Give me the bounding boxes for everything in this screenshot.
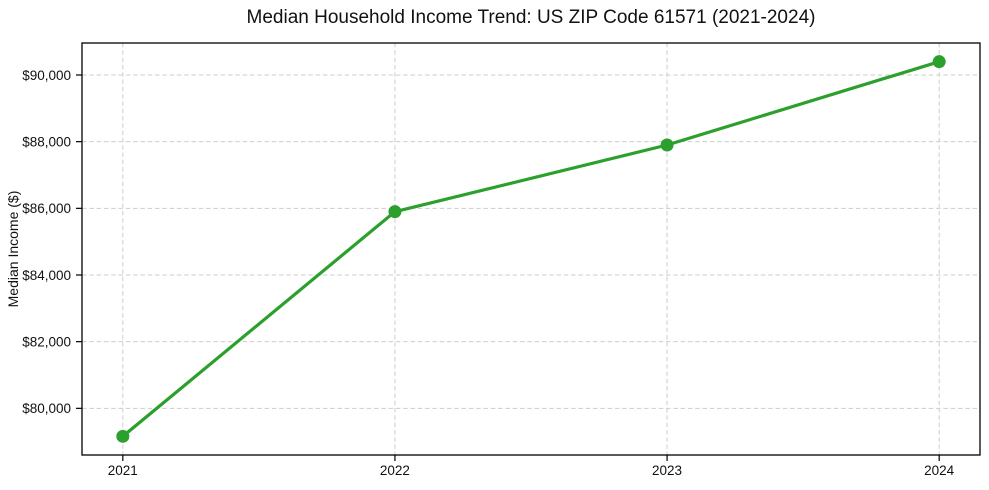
- data-point: [388, 205, 402, 219]
- y-axis-label: Median Income ($): [5, 191, 21, 308]
- trend-line: [121, 60, 941, 438]
- x-tick-label: 2022: [380, 463, 410, 478]
- x-tick-label: 2024: [924, 463, 955, 478]
- y-tick-label: $86,000: [22, 201, 71, 216]
- x-tick-label: 2023: [652, 463, 682, 478]
- x-tick-label: 2021: [108, 463, 138, 478]
- y-tick-label: $82,000: [22, 334, 71, 349]
- series-layer: [116, 55, 946, 443]
- axis-layer: $80,000 $82,000 $84,000 $86,000 $88,000 $90,0…: [22, 68, 954, 478]
- y-tick-label: $84,000: [22, 268, 71, 283]
- data-point: [116, 429, 130, 443]
- y-tick-label: $80,000: [22, 401, 71, 416]
- plot-border: [81, 42, 981, 456]
- data-point: [932, 55, 946, 69]
- y-tick-label: $90,000: [22, 68, 71, 83]
- chart-title: Median Household Income Trend: US ZIP Co…: [247, 7, 816, 28]
- data-point: [660, 138, 674, 152]
- grid-layer: [82, 43, 980, 455]
- y-tick-label: $88,000: [22, 134, 71, 149]
